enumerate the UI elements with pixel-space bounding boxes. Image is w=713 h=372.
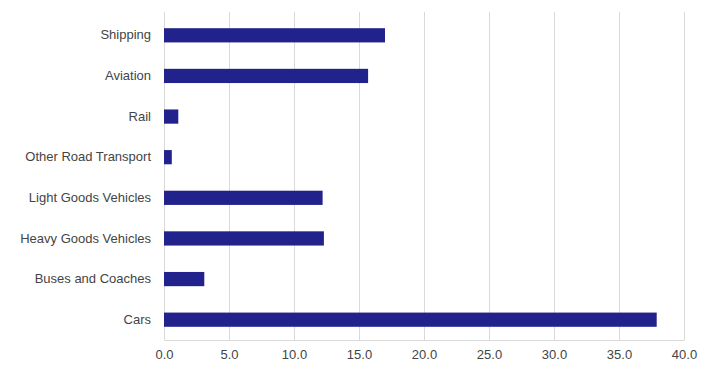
bar <box>164 69 368 83</box>
y-tick: Cars <box>124 312 164 327</box>
y-axis-line <box>164 16 165 341</box>
grid <box>164 12 684 340</box>
y-tick-label: Cars <box>124 312 152 327</box>
grid-line <box>619 12 620 340</box>
x-tick-label: 5.0 <box>220 347 238 362</box>
y-tick: Buses and Coaches <box>35 271 164 286</box>
x-tick: 15.0 <box>347 340 372 362</box>
x-tick: 10.0 <box>282 340 307 362</box>
x-tick: 35.0 <box>607 340 632 362</box>
x-tick-label: 25.0 <box>477 347 502 362</box>
x-tick: 20.0 <box>412 340 437 362</box>
bars <box>164 28 657 327</box>
y-tick: Aviation <box>105 68 164 83</box>
y-tick: Rail <box>129 109 164 124</box>
x-tick: 25.0 <box>477 340 502 362</box>
grid-line <box>164 12 165 340</box>
x-tick-label: 30.0 <box>542 347 567 362</box>
x-tick: 30.0 <box>542 340 567 362</box>
grid-line <box>424 12 425 340</box>
x-tick-label: 35.0 <box>607 347 632 362</box>
grid-line <box>359 12 360 340</box>
y-tick-label: Buses and Coaches <box>35 271 152 286</box>
y-tick-label: Other Road Transport <box>25 149 151 164</box>
y-tick: Heavy Goods Vehicles <box>20 231 164 246</box>
x-tick: 40.0 <box>672 340 697 362</box>
y-tick: Light Goods Vehicles <box>29 190 164 205</box>
x-tick-label: 10.0 <box>282 347 307 362</box>
y-tick-label: Shipping <box>100 27 151 42</box>
grid-line <box>294 12 295 340</box>
bar <box>164 150 172 164</box>
grid-line <box>554 12 555 340</box>
y-tick: Shipping <box>100 27 164 42</box>
grid-line <box>489 12 490 340</box>
x-axis: 0.0 5.0 10.0 15.0 20.0 25.0 30.0 35.0 40.0 <box>155 340 697 362</box>
bar <box>164 191 323 205</box>
y-tick-label: Rail <box>129 109 152 124</box>
grid-line <box>684 12 685 340</box>
x-tick-label: 15.0 <box>347 347 372 362</box>
x-tick: 5.0 <box>220 340 238 362</box>
y-tick: Other Road Transport <box>25 149 164 164</box>
x-tick-label: 40.0 <box>672 347 697 362</box>
x-tick-label: 20.0 <box>412 347 437 362</box>
x-tick: 0.0 <box>155 340 173 362</box>
bar <box>164 272 204 286</box>
y-tick-label: Light Goods Vehicles <box>29 190 152 205</box>
grid-line <box>229 12 230 340</box>
x-tick-label: 0.0 <box>155 347 173 362</box>
y-tick-label: Heavy Goods Vehicles <box>20 231 151 246</box>
y-tick-label: Aviation <box>105 68 151 83</box>
x-axis-line <box>165 340 685 341</box>
bar <box>164 28 385 42</box>
y-axis: Shipping Aviation Rail Other Road Transport… <box>20 16 164 341</box>
bar <box>164 313 657 327</box>
bar <box>164 231 324 245</box>
bar <box>164 109 178 123</box>
chart: 0.0 5.0 10.0 15.0 20.0 25.0 30.0 35.0 40.0 Shippi… <box>0 0 713 372</box>
